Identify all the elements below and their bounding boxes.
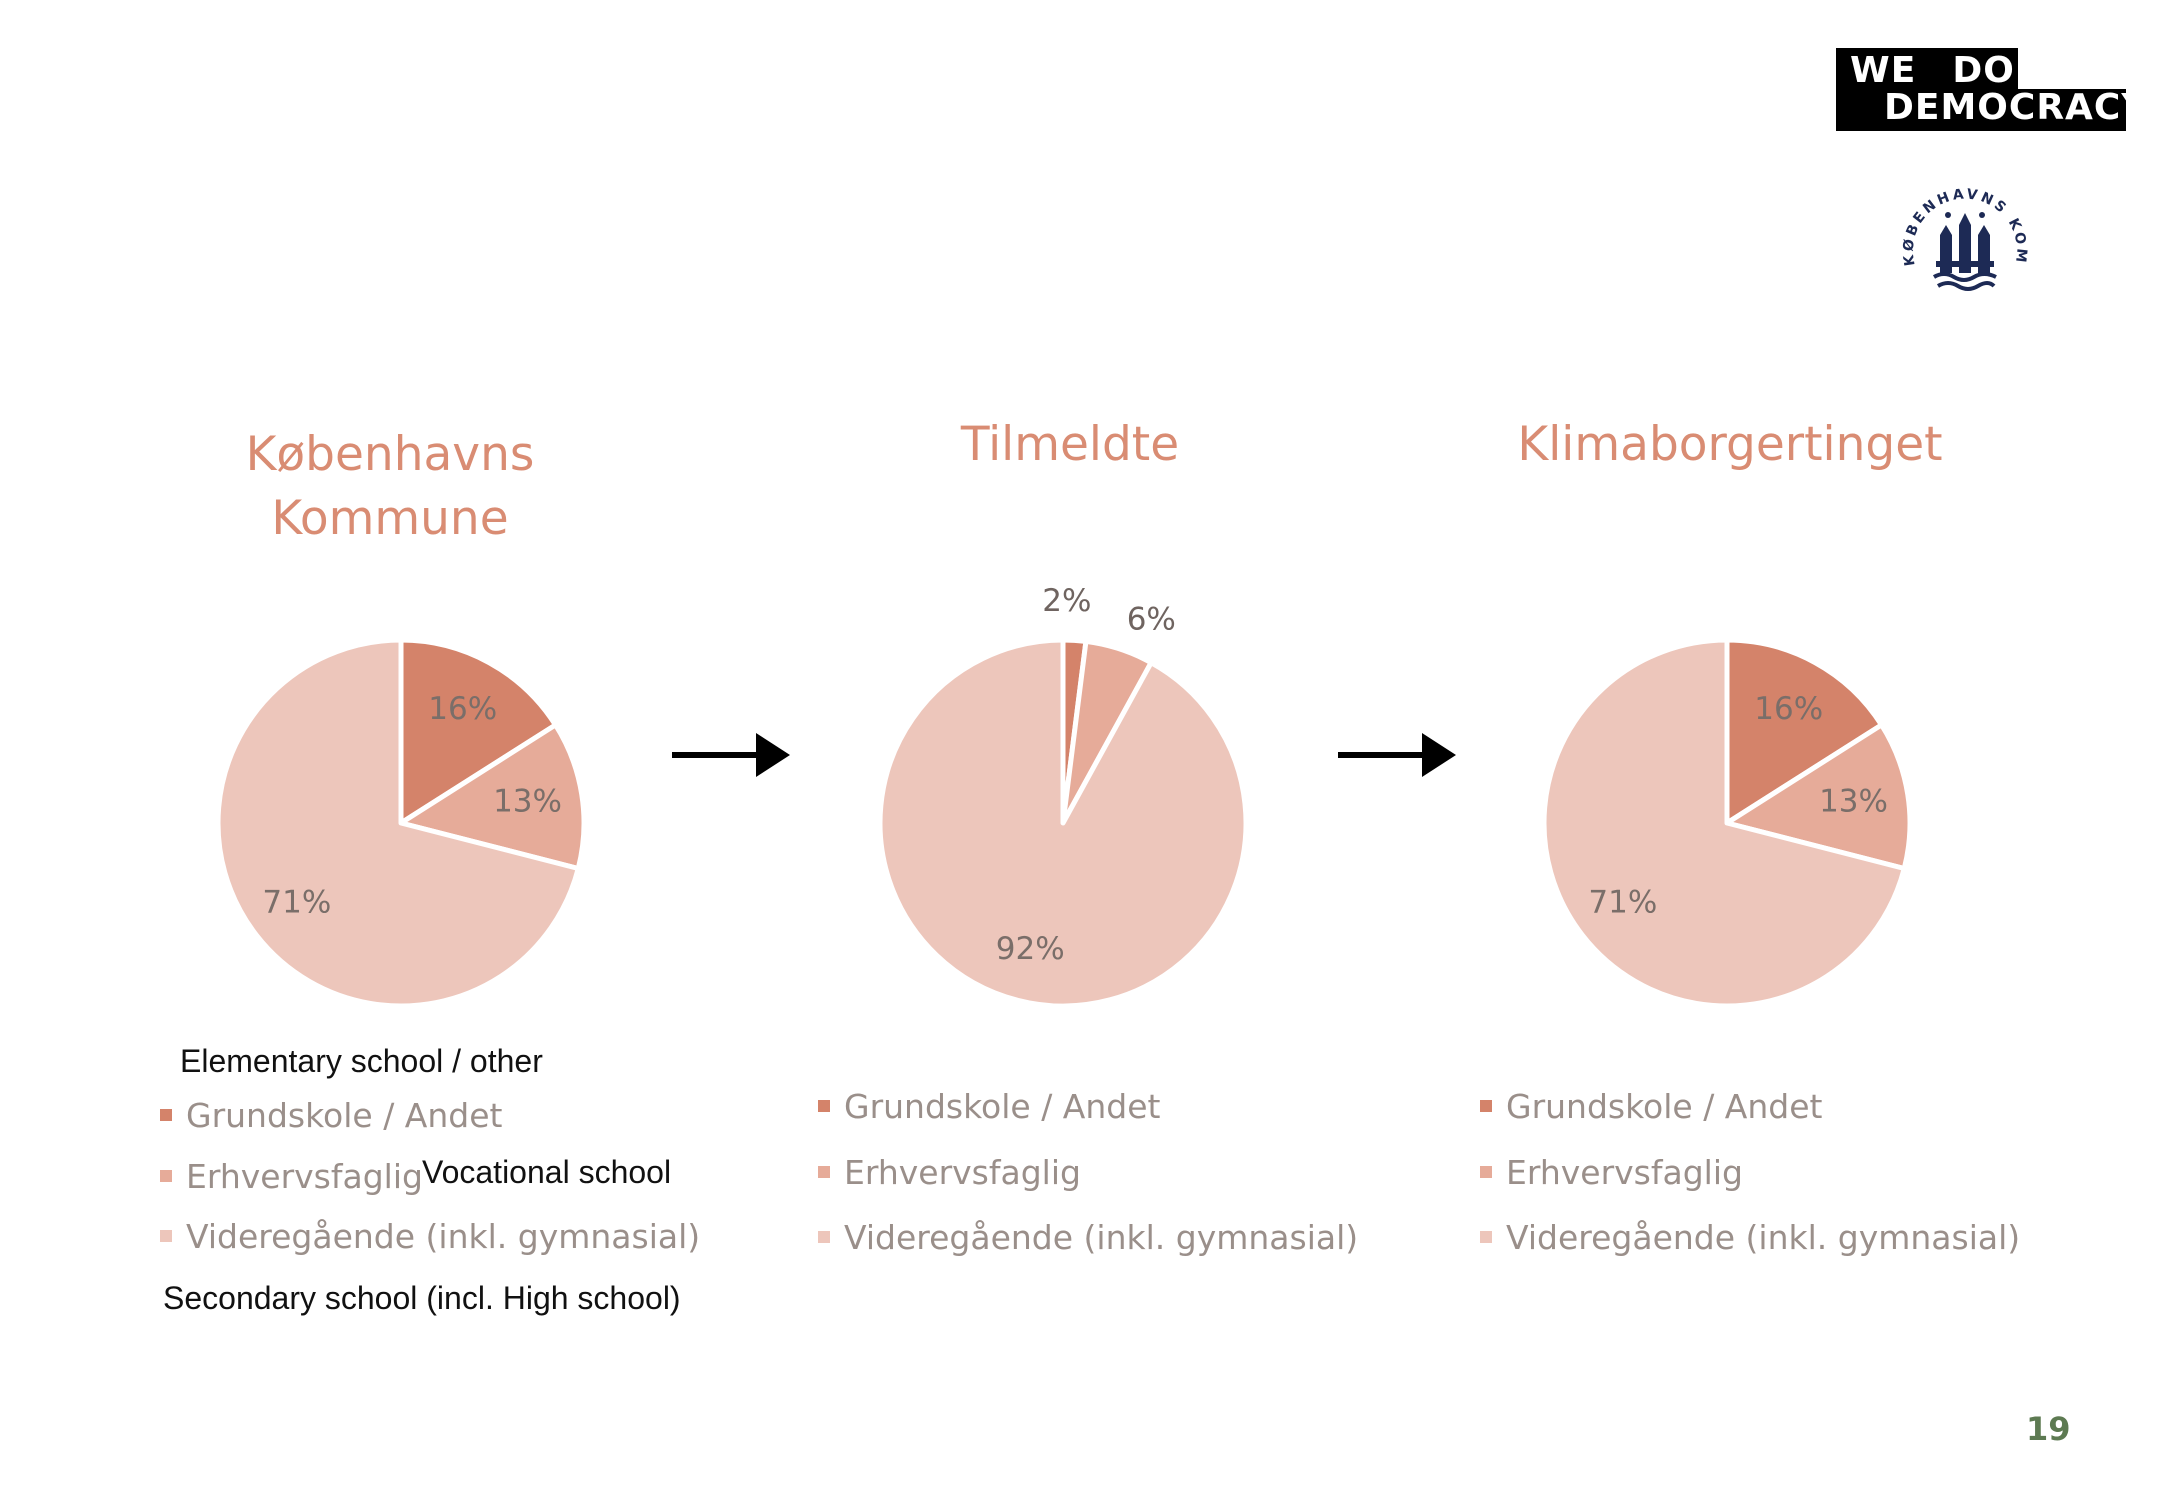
pie-chart-kobenhavns-kommune: 16% 13% 71% [215,637,587,1009]
legend-item-grundskole: Grundskole / Andet [1480,1087,1822,1127]
legend-swatch [1480,1099,1492,1112]
title-klimaborgertinget: Klimaborgertinget [1517,417,1943,472]
pie-data-label: 13% [1819,783,1888,819]
page-number: 19 [2026,1410,2071,1448]
pie-data-label: 13% [493,783,562,819]
legend-item-videregaende: Videregående (inkl. gymnasial) [818,1218,1358,1258]
legend-swatch [818,1230,830,1243]
title-kobenhavns-kommune: Københavns Kommune [245,427,535,546]
pie-slice-videregaende [877,637,1249,1009]
pie-data-label: 71% [262,884,331,920]
legend-swatch [1480,1230,1492,1243]
pie-data-label: 92% [996,931,1065,967]
title-tilmeldte: Tilmeldte [960,417,1180,472]
pie-data-label: 71% [1588,884,1657,920]
legend-swatch [818,1099,830,1112]
arrow-right-icon [672,728,792,787]
legend-swatch [160,1108,172,1121]
legend-item-grundskole: Grundskole / Andet [818,1087,1160,1127]
annotation-vocational: Vocational school [422,1154,672,1190]
legend-item-erhvervsfaglig: Erhvervsfaglig [1480,1153,1743,1193]
legend-swatch [160,1169,172,1182]
logo-word-democracy: DEMOCRACY [1884,87,2149,128]
legend-item-grundskole: Grundskole / Andet [160,1096,502,1136]
pie-chart-tilmeldte: 2% 6% 92% [877,583,1249,1009]
pie-data-label: 6% [1127,601,1176,637]
pie-slice-videregaende [215,637,581,1009]
annotation-elementary: Elementary school / other [180,1043,543,1079]
arrow-right-icon [1338,728,1458,787]
pie-slice-grundskole [1724,637,1885,826]
pie-data-label: 16% [428,691,497,727]
pie-data-label: 2% [1042,583,1091,619]
legend-item-erhvervsfaglig: Erhvervsfaglig [160,1157,423,1197]
we-do-democracy-logo: WE DO DEMOCRACY [1836,48,2147,131]
legend-item-videregaende: Videregående (inkl. gymnasial) [160,1217,700,1257]
pie-data-label: 16% [1754,691,1823,727]
legend-item-videregaende: Videregående (inkl. gymnasial) [1480,1218,2020,1258]
annotation-secondary: Secondary school (incl. High school) [163,1280,681,1316]
logo-word-do: DO [1952,50,2015,91]
legend-swatch [818,1165,830,1178]
logo-word-we: WE [1850,50,1917,91]
kobenhavns-kommune-seal: KØBENHAVNS KOMMUNE [1892,153,2030,335]
pie-slice-grundskole [398,637,559,826]
legend-item-erhvervsfaglig: Erhvervsfaglig [818,1153,1081,1193]
legend-swatch [1480,1165,1492,1178]
pie-slice-videregaende [1541,637,1907,1009]
legend-swatch [160,1229,172,1242]
pie-chart-klimaborgertinget: 16% 13% 71% [1541,637,1913,1009]
